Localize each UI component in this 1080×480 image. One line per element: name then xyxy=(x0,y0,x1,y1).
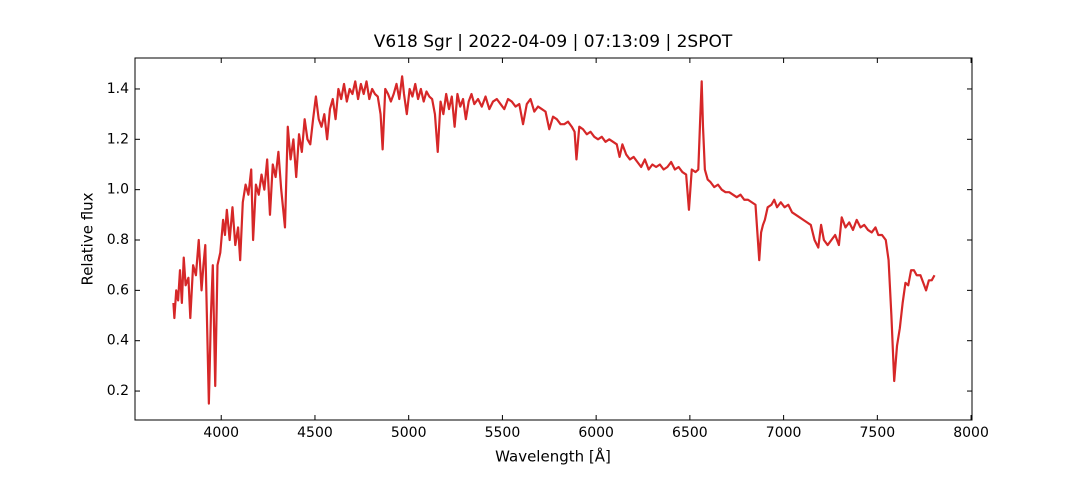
x-tick-label: 4500 xyxy=(297,425,333,441)
y-axis-label: Relative flux xyxy=(79,192,97,285)
x-tick-label: 7000 xyxy=(766,425,802,441)
x-axis-label: Wavelength [Å] xyxy=(495,447,611,466)
y-tick-label: 0.6 xyxy=(107,282,129,298)
y-tick-label: 0.4 xyxy=(107,333,129,349)
plot-frame xyxy=(134,57,973,421)
x-tick-label: 8000 xyxy=(953,425,989,441)
x-tick-label: 6500 xyxy=(672,425,708,441)
y-tick-label: 1.2 xyxy=(107,131,129,147)
x-tick-label: 6000 xyxy=(578,425,614,441)
y-tick-label: 1.4 xyxy=(107,81,129,97)
y-tick-label: 0.8 xyxy=(107,232,129,248)
x-tick-label: 7500 xyxy=(860,425,896,441)
x-tick-label: 4000 xyxy=(203,425,239,441)
chart-title: V618 Sgr | 2022-04-09 | 07:13:09 | 2SPOT xyxy=(374,32,733,52)
x-tick-label: 5500 xyxy=(485,425,521,441)
y-tick-label: 0.2 xyxy=(107,383,129,399)
y-tick-label: 1.0 xyxy=(107,182,129,198)
x-tick-label: 5000 xyxy=(391,425,427,441)
spectrum-line xyxy=(172,75,936,405)
